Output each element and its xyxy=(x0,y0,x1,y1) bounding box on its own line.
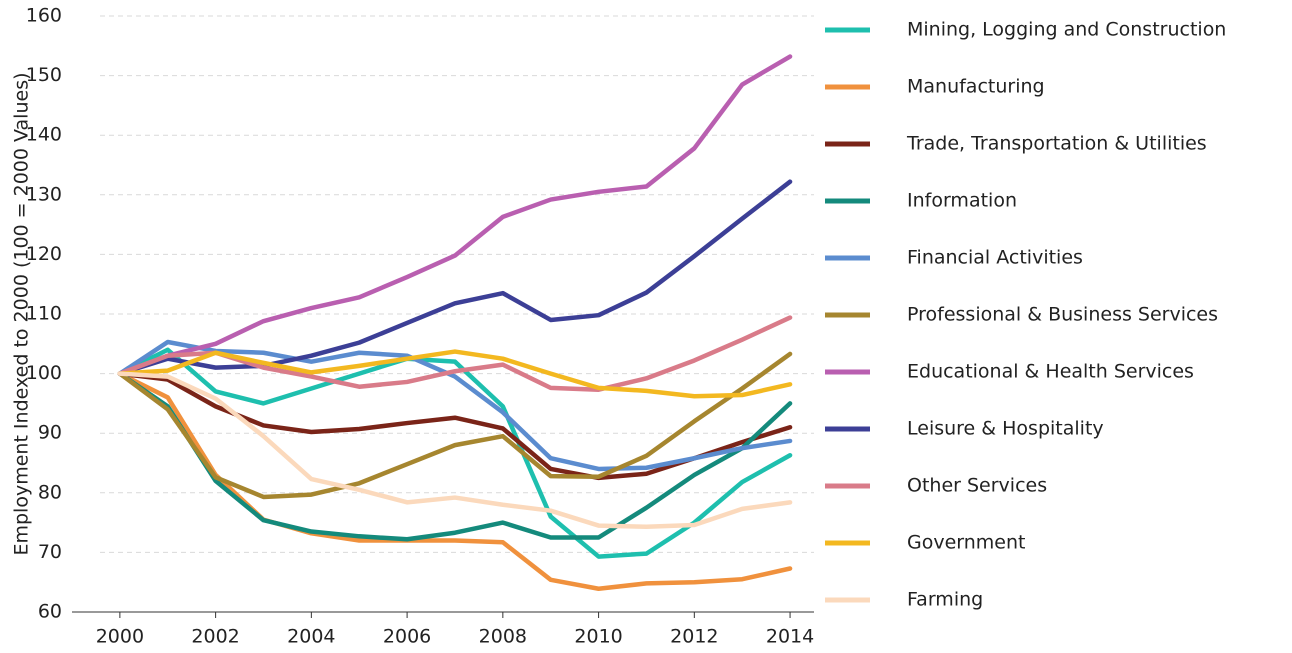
legend-label: Educational & Health Services xyxy=(907,361,1194,383)
y-tick-label: 110 xyxy=(26,303,62,325)
legend-label: Trade, Transportation & Utilities xyxy=(906,133,1207,155)
legend-label: Other Services xyxy=(907,475,1047,497)
y-tick-label: 80 xyxy=(38,481,62,503)
x-tick-label: 2000 xyxy=(96,626,144,648)
y-tick-label: 70 xyxy=(38,541,62,563)
y-tick-label: 130 xyxy=(26,183,62,205)
x-tick-label: 2010 xyxy=(574,626,622,648)
y-tick-label: 100 xyxy=(26,362,62,384)
series-line xyxy=(117,179,793,376)
x-tick-label: 2006 xyxy=(383,626,431,648)
y-tick-label: 140 xyxy=(26,124,62,146)
legend-label: Financial Activities xyxy=(907,247,1083,269)
y-tick-label: 150 xyxy=(26,64,62,86)
series-line xyxy=(117,347,793,559)
x-tick-label: 2014 xyxy=(766,626,814,648)
legend-label: Farming xyxy=(907,589,983,611)
x-tick-label: 2004 xyxy=(287,626,335,648)
y-tick-label: 60 xyxy=(38,601,62,623)
y-tick-label: 160 xyxy=(26,5,62,27)
series-line xyxy=(117,371,793,542)
series-line xyxy=(117,371,793,592)
series-line xyxy=(117,371,793,530)
legend-label: Professional & Business Services xyxy=(907,304,1218,326)
x-tick-label: 2012 xyxy=(670,626,718,648)
series-line xyxy=(117,339,793,472)
legend-label: Information xyxy=(907,190,1017,212)
series-line xyxy=(117,349,793,399)
y-tick-label: 90 xyxy=(38,422,62,444)
y-axis-label: Employment Indexed to 2000 (100 = 2000 V… xyxy=(11,72,33,555)
series-line xyxy=(117,351,793,500)
x-tick-label: 2002 xyxy=(191,626,239,648)
legend-label: Leisure & Hospitality xyxy=(907,418,1104,440)
legend-label: Manufacturing xyxy=(907,76,1045,98)
legend-label: Government xyxy=(907,532,1026,554)
series-line xyxy=(117,54,793,376)
legend-label: Mining, Logging and Construction xyxy=(907,19,1226,41)
x-tick-label: 2008 xyxy=(479,626,527,648)
y-tick-label: 120 xyxy=(26,243,62,265)
